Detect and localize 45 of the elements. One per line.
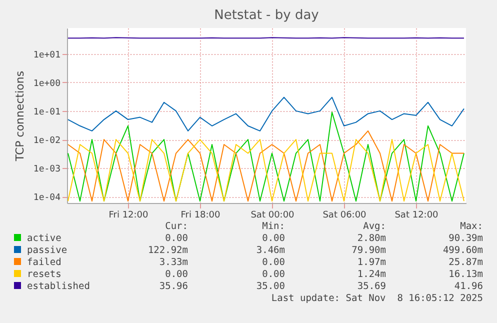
- y-tick-label: 1e-03: [33, 164, 60, 175]
- text: 41.96: [453, 281, 483, 293]
- text: 2.80m: [356, 233, 386, 245]
- x-tick-label: Fri 18:00: [180, 210, 221, 220]
- x-tick-label: Sat 12:00: [394, 210, 439, 220]
- legend-label: active: [26, 233, 62, 245]
- text: 3.33m: [158, 257, 188, 269]
- text: Last update: Sat Nov 8 16:05:12 2025: [271, 293, 483, 304]
- x-tick-label: Sat 00:00: [250, 210, 295, 220]
- y-tick-label: 1e+01: [33, 50, 60, 60]
- x-tick-label: Fri 12:00: [108, 210, 149, 220]
- legend-label: failed: [26, 257, 62, 269]
- line-series: [68, 112, 464, 202]
- legend-label: resets: [26, 269, 62, 281]
- y-tick-label: 1e+00: [33, 78, 60, 89]
- text: 3.46m: [255, 245, 285, 257]
- text: 79.90m: [350, 245, 386, 257]
- text: Avg:: [362, 221, 386, 233]
- text: 0.00: [261, 257, 285, 269]
- text: Max:: [459, 221, 483, 233]
- text: 0.00: [164, 233, 188, 245]
- legend-label: passive: [26, 245, 68, 257]
- line-series: [68, 96, 464, 132]
- y-axis-title: TCP connections: [13, 70, 26, 162]
- text: 1.24m: [356, 269, 386, 281]
- y-tick-label: 1e-04: [33, 193, 60, 204]
- x-tick-label: Sat 06:00: [322, 210, 367, 220]
- text: 16.13m: [448, 269, 483, 281]
- text: 90.39m: [448, 233, 483, 245]
- text: Cur:: [164, 221, 188, 233]
- text: 35.96: [158, 281, 188, 293]
- y-tick-label: 1e-01: [33, 107, 60, 118]
- y-tick-label: 1e-02: [33, 136, 60, 146]
- text: Min:: [261, 221, 285, 233]
- legend-label: established: [26, 281, 91, 293]
- text: 1.97m: [356, 257, 386, 269]
- text: 0.00: [164, 269, 188, 281]
- text: 35.69: [356, 281, 386, 293]
- chart-title: Netstat - by day: [214, 8, 320, 23]
- text: 25.87m: [448, 257, 483, 269]
- text: 35.00: [255, 281, 285, 293]
- text: 0.00: [261, 233, 285, 245]
- text: 499.60m: [442, 245, 483, 257]
- text: 122.92m: [146, 245, 188, 257]
- text: 0.00: [261, 269, 285, 281]
